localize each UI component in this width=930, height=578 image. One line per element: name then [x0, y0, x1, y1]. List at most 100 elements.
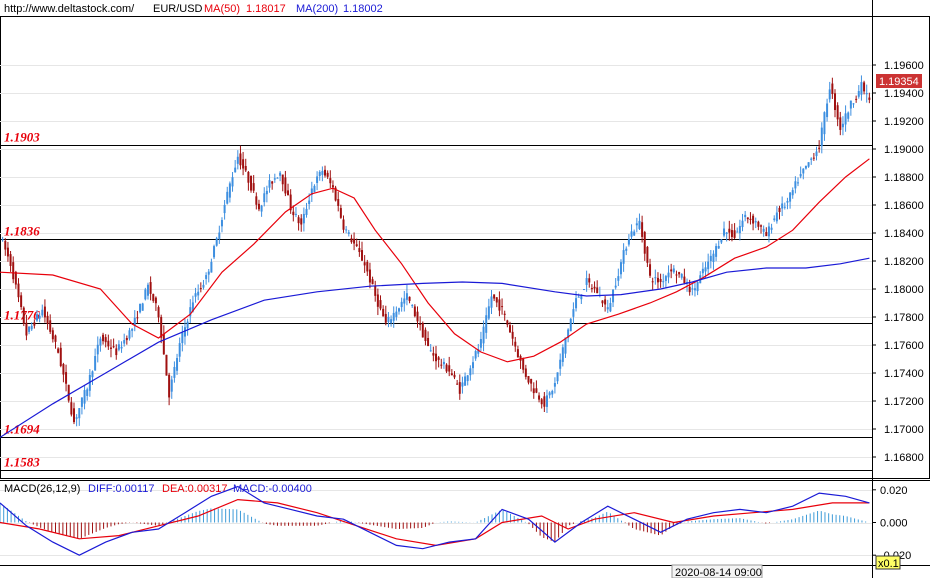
zoom-label[interactable]: x0.1	[878, 558, 899, 570]
candle-body	[384, 313, 387, 323]
candle-body	[294, 213, 297, 215]
candle-body	[305, 208, 308, 215]
candle-body	[284, 177, 287, 194]
candle-body	[590, 288, 593, 290]
candle-body	[38, 315, 41, 319]
candle-body	[580, 294, 583, 300]
y-tick-label: 1.19000	[884, 144, 924, 156]
candle-body	[746, 217, 749, 220]
level-label: 1.1776	[4, 308, 40, 323]
candle-body	[762, 228, 765, 232]
candle-body	[310, 188, 313, 195]
candle-body	[516, 349, 519, 358]
candle-body	[633, 231, 636, 236]
candle-body	[543, 396, 546, 407]
candle-body	[696, 281, 699, 292]
candle-body	[540, 399, 543, 405]
candle-body	[20, 295, 23, 308]
candle-body	[461, 382, 464, 387]
candle-body	[125, 337, 128, 341]
candle-body	[720, 239, 723, 243]
candle-body	[331, 185, 334, 188]
candle-body	[72, 408, 75, 423]
candle-body	[675, 274, 678, 276]
candle-body	[672, 268, 675, 273]
candle-body	[490, 296, 493, 308]
candle-body	[834, 93, 837, 111]
candle-body	[609, 303, 612, 312]
candle-body	[482, 326, 485, 344]
price-axis[interactable]: 1.16800 1.17000 1.17200 1.17400 1.17600 1.178…	[872, 60, 924, 464]
candle-body	[738, 225, 741, 234]
candle-body	[86, 389, 89, 396]
ma50-label: MA(50)	[204, 3, 240, 15]
candle-body	[477, 348, 480, 354]
candle-body	[741, 220, 744, 228]
candle-body	[683, 276, 686, 284]
candle-body	[302, 213, 305, 224]
candle-body	[250, 175, 253, 191]
candle-body	[749, 218, 752, 220]
candle-body	[146, 284, 149, 296]
candle-body	[199, 288, 202, 290]
candle-body	[350, 238, 353, 243]
candle-body	[826, 103, 829, 118]
candle-body	[416, 311, 419, 322]
candle-body	[287, 190, 290, 196]
y-tick-label: 1.17400	[884, 368, 924, 380]
candle-body	[847, 112, 850, 119]
candle-body	[25, 322, 28, 336]
candle-body	[247, 172, 250, 183]
y-tick-label: 1.19200	[884, 116, 924, 128]
candle-body	[575, 298, 578, 309]
candle-body	[606, 307, 609, 310]
candle-body	[46, 315, 49, 324]
candle-body	[292, 211, 295, 216]
candle-body	[617, 276, 620, 281]
candle-body	[844, 113, 847, 125]
candle-body	[65, 372, 68, 384]
candle-body	[527, 376, 530, 383]
candle-body	[860, 82, 863, 95]
candle-body	[276, 177, 279, 179]
candle-body	[160, 316, 163, 338]
candle-body	[109, 347, 112, 349]
candle-body	[141, 303, 144, 311]
candle-body	[839, 117, 842, 130]
candle-body	[144, 289, 147, 300]
candle-body	[471, 362, 474, 369]
candle-body	[215, 238, 218, 246]
candle-body	[802, 168, 805, 174]
candle-body	[458, 382, 461, 394]
candle-body	[654, 277, 657, 279]
candle-body	[91, 371, 94, 378]
candle-body	[812, 157, 815, 159]
macd-title: MACD(26,12,9)	[4, 483, 80, 495]
candle-body	[379, 300, 382, 309]
candle-body	[501, 306, 504, 308]
candle-body	[62, 364, 65, 375]
candle-body	[498, 299, 501, 311]
candle-body	[70, 402, 73, 415]
level-label: 1.1583	[4, 455, 40, 470]
candle-body	[165, 354, 168, 376]
candle-body	[321, 170, 324, 175]
url-label[interactable]: http://www.deltastock.com/	[4, 3, 135, 15]
candle-body	[157, 307, 160, 318]
candle-body	[831, 83, 834, 95]
price-tag-value: 1.19354	[879, 76, 919, 88]
candle-body	[342, 219, 345, 230]
candle-body	[791, 190, 794, 196]
candle-body	[403, 298, 406, 304]
candle-body	[392, 312, 395, 321]
candle-body	[337, 199, 340, 206]
candle-body	[775, 212, 778, 222]
candle-body	[57, 348, 60, 353]
zoom-box[interactable]	[875, 555, 901, 570]
candle-body	[205, 275, 208, 279]
candle-body	[863, 82, 866, 92]
candle-body	[868, 97, 871, 100]
candle-body	[136, 317, 139, 319]
